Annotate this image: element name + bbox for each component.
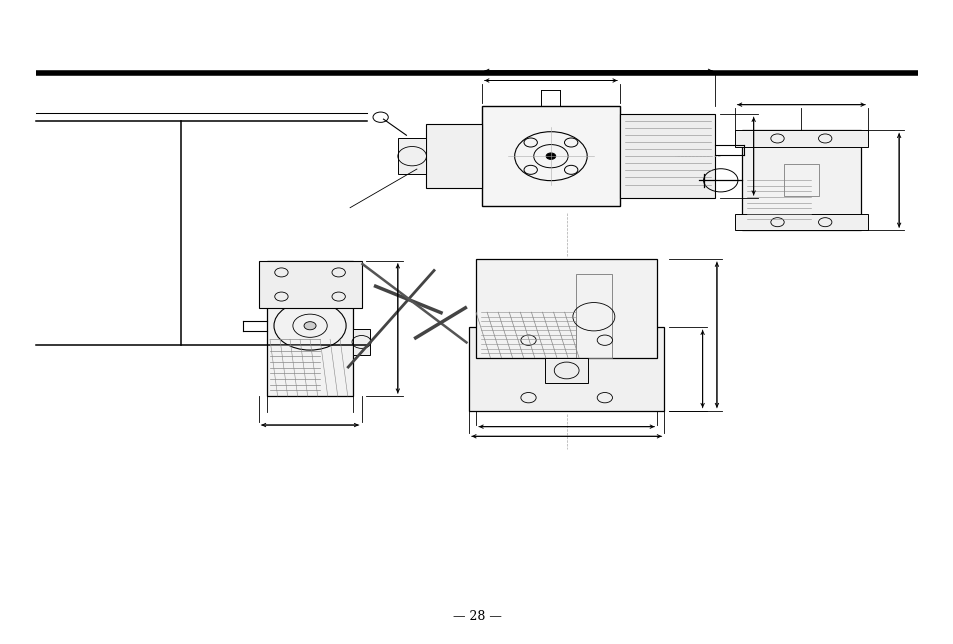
Bar <box>397 138 426 174</box>
Bar <box>468 327 663 411</box>
Bar <box>734 131 867 147</box>
Bar <box>544 357 587 383</box>
Bar <box>734 214 867 231</box>
Bar <box>267 261 353 396</box>
Bar <box>353 329 370 355</box>
Bar <box>619 115 715 198</box>
Bar <box>741 130 860 231</box>
Bar <box>258 261 361 308</box>
Bar <box>575 274 612 357</box>
Bar <box>783 164 818 196</box>
Bar <box>481 106 619 206</box>
Circle shape <box>304 322 315 330</box>
Bar <box>426 124 481 189</box>
Text: — 28 —: — 28 — <box>452 611 501 623</box>
Bar <box>476 260 657 357</box>
Circle shape <box>545 153 555 160</box>
